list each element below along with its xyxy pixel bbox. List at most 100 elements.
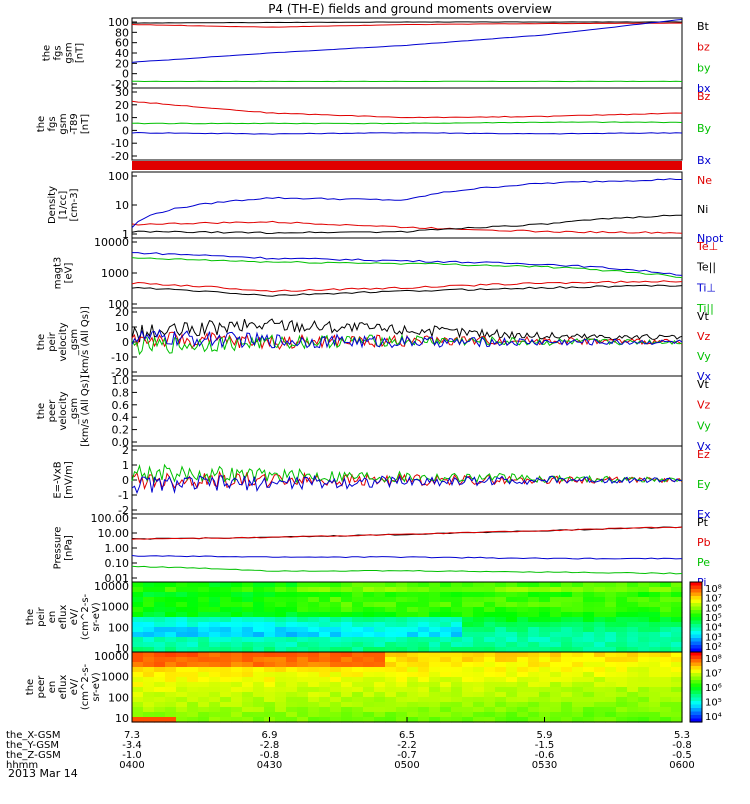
spectrogram-cell <box>561 602 573 608</box>
spectrogram-cell <box>286 612 298 618</box>
spectrogram-cell <box>517 632 529 638</box>
spectrogram-cell <box>638 602 650 608</box>
spectrogram-cell <box>649 622 661 628</box>
spectrogram-cell <box>330 667 342 673</box>
y-axis-label-line: [nPa] <box>64 535 75 561</box>
spectrogram-cell <box>484 642 496 648</box>
y-axis-label-line: [mV/m] <box>64 461 75 499</box>
spectrogram-cell <box>231 632 243 638</box>
spectrogram-cell <box>198 592 210 598</box>
spectrogram-cell <box>253 607 265 613</box>
panel-8: 10000100010010thepeirenefluxeV/(cm^2-s-s… <box>25 580 722 655</box>
spectrogram-cell <box>407 617 419 623</box>
spectrogram-cell <box>363 642 375 648</box>
spectrogram-cell <box>440 707 452 713</box>
spectrogram-cell <box>374 587 386 593</box>
spectrogram-cell <box>451 672 463 678</box>
spectrogram-cell <box>462 617 474 623</box>
spectrogram-cell <box>242 692 254 698</box>
spectrogram-cell <box>385 682 397 688</box>
spectrogram-cell <box>550 697 562 703</box>
spectrogram-cell <box>132 582 144 588</box>
spectrogram-cell <box>275 687 287 693</box>
spectrogram-cell <box>528 607 540 613</box>
spectrogram-cell <box>429 597 441 603</box>
spectrogram-cell <box>209 692 221 698</box>
spectrogram-cell <box>506 627 518 633</box>
spectrogram-cell <box>484 582 496 588</box>
spectrogram-cell <box>407 642 419 648</box>
spectrogram-cell <box>385 712 397 718</box>
spectrogram-cell <box>550 642 562 648</box>
spectrogram-cell <box>583 657 595 663</box>
x-row-value: 0530 <box>532 760 557 771</box>
spectrogram-cell <box>154 652 166 658</box>
spectrogram-cell <box>385 667 397 673</box>
spectrogram-cell <box>451 587 463 593</box>
spectrogram-cell <box>176 707 188 713</box>
spectrogram-cell <box>605 657 617 663</box>
spectrogram-cell <box>484 617 496 623</box>
spectrogram-cell <box>407 682 419 688</box>
spectrogram-cell <box>583 662 595 668</box>
spectrogram-cell <box>220 667 232 673</box>
spectrogram-cell <box>363 652 375 658</box>
spectrogram-cell <box>539 662 551 668</box>
spectrogram-cell <box>275 677 287 683</box>
spectrogram-cell <box>440 702 452 708</box>
spectrogram-cell <box>176 702 188 708</box>
colorbar-segment <box>690 652 702 656</box>
spectrogram-cell <box>517 667 529 673</box>
spectrogram-cell <box>154 667 166 673</box>
spectrogram-cell <box>308 597 320 603</box>
spectrogram-cell <box>550 617 562 623</box>
y-axis-label-line: the <box>36 116 47 132</box>
spectrogram-cell <box>451 702 463 708</box>
spectrogram-cell <box>253 672 265 678</box>
spectrogram-cell <box>649 677 661 683</box>
spectrogram-cell <box>594 612 606 618</box>
spectrogram-cell <box>154 597 166 603</box>
spectrogram-cell <box>473 612 485 618</box>
spectrogram-cell <box>550 587 562 593</box>
spectrogram-cell <box>561 687 573 693</box>
spectrogram-cell <box>132 627 144 633</box>
spectrogram-cell <box>473 587 485 593</box>
spectrogram-cell <box>506 642 518 648</box>
spectrogram-cell <box>583 597 595 603</box>
spectrogram-cell <box>528 657 540 663</box>
spectrogram-cell <box>407 587 419 593</box>
spectrogram-cell <box>165 652 177 658</box>
spectrogram-cell <box>286 702 298 708</box>
spectrogram-cell <box>220 597 232 603</box>
spectrogram-cell <box>352 677 364 683</box>
y-axis-label-line: en <box>47 611 58 624</box>
spectrogram-cell <box>550 672 562 678</box>
spectrogram-cell <box>154 622 166 628</box>
spectrogram-cell <box>616 632 628 638</box>
spectrogram-cell <box>671 632 683 638</box>
spectrogram-cell <box>627 692 639 698</box>
spectrogram-cell <box>275 692 287 698</box>
spectrogram-cell <box>495 702 507 708</box>
spectrogram-cell <box>231 657 243 663</box>
spectrogram-cell <box>616 627 628 633</box>
spectrogram-cell <box>418 587 430 593</box>
spectrogram-cell <box>605 587 617 593</box>
y-axis-label-line: gsm <box>64 42 75 63</box>
spectrogram-cell <box>154 587 166 593</box>
spectrogram-cell <box>363 637 375 643</box>
spectrogram-cell <box>132 687 144 693</box>
spectrogram-cell <box>253 687 265 693</box>
spectrogram-cell <box>605 607 617 613</box>
spectrogram-cell <box>638 667 650 673</box>
spectrogram-cell <box>550 637 562 643</box>
spectrogram-cell <box>638 677 650 683</box>
spectrogram-cell <box>297 622 309 628</box>
spectrogram-cell <box>539 622 551 628</box>
spectrogram-cell <box>484 697 496 703</box>
spectrogram-cell <box>660 642 672 648</box>
spectrogram-cell <box>319 632 331 638</box>
spectrogram-cell <box>407 597 419 603</box>
colorbar-tick-label: 10⁶ <box>705 683 722 694</box>
